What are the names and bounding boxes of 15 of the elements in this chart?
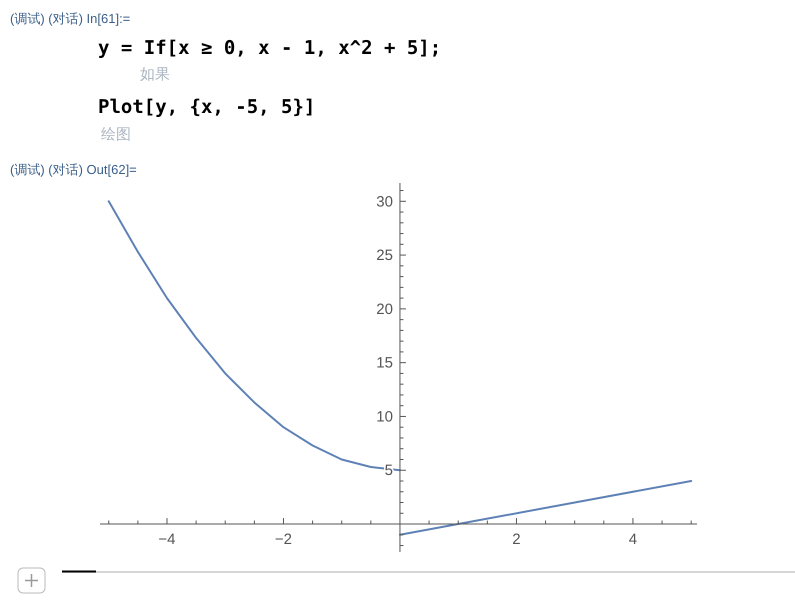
- y-tick-label: 30: [376, 193, 393, 210]
- x-tick-label: 4: [628, 531, 638, 548]
- x-tick-label: −2: [274, 531, 292, 548]
- x-tick-label: 2: [512, 531, 521, 548]
- text: 绘图: [101, 126, 131, 143]
- y-tick-label: 25: [376, 247, 393, 264]
- text: (调试) (对话) In[61]:=: [10, 11, 130, 26]
- text: 如果: [140, 66, 170, 83]
- text: y = If[x ≥ 0, x - 1, x^2 + 5];: [98, 37, 442, 59]
- x-tick-label: −4: [158, 531, 176, 548]
- y-tick-label: 20: [376, 300, 393, 318]
- y-tick-label: 15: [376, 354, 393, 372]
- text: Plot[y, {x, -5, 5}]: [98, 96, 316, 118]
- text: (调试) (对话) Out[62]=: [10, 162, 137, 177]
- y-tick-label: 10: [376, 408, 393, 426]
